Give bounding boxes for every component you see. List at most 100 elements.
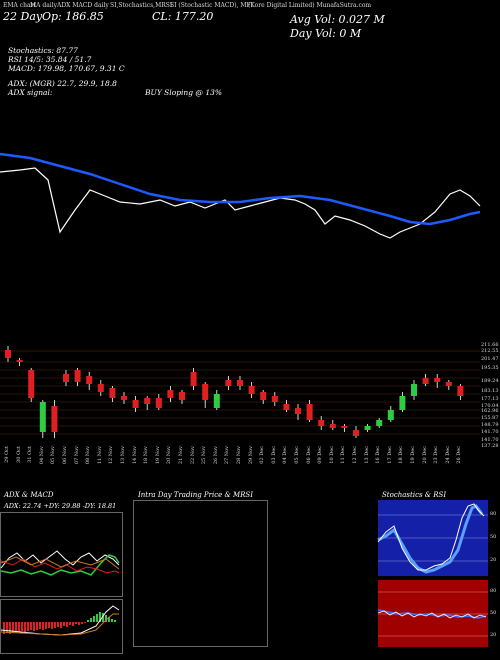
rsi-level-80: 80 (490, 588, 497, 594)
macd-value: MACD: 179.98, 170.67, 9.31 C (8, 64, 125, 73)
rsi-level-20: 20 (490, 632, 497, 638)
candle-body (225, 380, 232, 386)
date-label: 07 Nov (73, 446, 80, 465)
header-ema: EMA chart (3, 2, 36, 9)
macd-bar (42, 622, 44, 630)
adx-line (0, 550, 120, 569)
macd-bar (75, 622, 77, 624)
price-label: 137.28 (481, 443, 499, 449)
adx-panel-title: ADX & MACD (4, 491, 54, 499)
candle-body (237, 380, 243, 386)
macd-line (0, 605, 120, 636)
macd-bar (114, 620, 116, 622)
candle-body (457, 386, 464, 396)
candle-body (248, 386, 255, 394)
date-label: 22 Nov (189, 446, 196, 465)
date-label: 18 Nov (143, 446, 150, 465)
macd-bar (81, 622, 83, 624)
price-label: 141.70 (481, 437, 499, 443)
date-label: 19 Nov (154, 446, 161, 465)
macd-bar (87, 620, 89, 622)
macd-bar (48, 622, 50, 628)
price-label: 148.79 (481, 422, 499, 428)
macd-bar (6, 622, 8, 633)
candle-body (283, 404, 290, 410)
stoch-level-80: 80 (490, 511, 497, 517)
price-label: 212.55 (481, 348, 499, 354)
stochastics-value: Stochastics: 87.77 (8, 46, 78, 55)
date-label: 09 Dec (317, 446, 324, 464)
candle-body (97, 384, 104, 392)
macd-bar (84, 622, 86, 623)
macd-bar (3, 622, 5, 634)
adx-value: ADX: (MGR) 22.7, 29.9, 18.8 (8, 79, 117, 88)
date-label: 05 Nov (50, 446, 57, 465)
date-label: 13 Nov (120, 446, 126, 465)
macd-bar (30, 622, 32, 630)
candle-body (376, 420, 383, 426)
intraday-panel (133, 500, 268, 647)
date-label: 28 Nov (236, 446, 242, 465)
date-label: 26 Nov (212, 446, 219, 465)
date-label: 13 Dec (363, 446, 370, 464)
date-label: 11 Nov (96, 446, 103, 465)
macd-bar (102, 613, 104, 622)
macd-bar (27, 622, 29, 631)
macd-bar (33, 622, 35, 631)
candle-body (51, 406, 58, 432)
date-label: 19 Dec (410, 446, 416, 464)
date-label: 04 Dec (282, 446, 289, 464)
date-label: 22 Day (3, 10, 43, 23)
candle-body (202, 384, 209, 400)
macd-bar (63, 622, 65, 626)
price-label: 183.13 (481, 388, 499, 394)
price-label: 141.70 (481, 429, 499, 435)
macd-bar (36, 622, 38, 630)
candle-body (353, 430, 359, 436)
price-label: 211.66 (481, 342, 499, 348)
candle-body (411, 384, 417, 396)
candle-body (16, 360, 23, 362)
candle-body (399, 396, 406, 410)
date-axis: 29 Oct 30 Oct 31 Oct 04 Nov 05 Nov 06 Nov 07 N… (0, 446, 480, 486)
ema-line (0, 152, 481, 226)
macd-bar (60, 622, 62, 628)
candle-body (213, 394, 220, 408)
date-label: 24 Dec (444, 446, 451, 464)
candle-body (28, 370, 35, 398)
stoch-level-50: 50 (490, 534, 497, 540)
macd-bar (78, 622, 80, 625)
rsi-level-50: 50 (490, 610, 497, 616)
adx-orange-line (0, 556, 120, 570)
day-vol: Day Vol: 0 M (290, 27, 362, 40)
macd-bar (12, 622, 14, 632)
candle-body (271, 396, 278, 402)
date-label: 29 Nov (247, 446, 254, 465)
macd-bar (108, 617, 110, 622)
candle-body (167, 390, 174, 398)
header-sima: SI (Stochastic MACD), MFI (170, 2, 254, 9)
candlestick-chart (0, 346, 480, 438)
date-label: 30 Oct (15, 446, 22, 463)
date-label: 25 Nov (201, 446, 208, 465)
rsi-white-line (377, 610, 487, 619)
date-label: 11 Dec (340, 446, 347, 464)
macd-bar (39, 622, 41, 629)
candle-body (318, 420, 325, 426)
date-label: 17 Dec (386, 446, 393, 464)
price-axis: 211.66 212.55 201.47 195.35 189.24 183.13 177.… (481, 340, 500, 450)
macd-bar (51, 622, 53, 629)
macd-bar (15, 622, 17, 633)
candle-body (260, 392, 267, 400)
date-label: 31 Oct (27, 446, 34, 463)
candle-body (364, 426, 371, 430)
date-label: 16 Dec (375, 446, 382, 464)
candle-body (179, 392, 185, 400)
price-label: 189.24 (481, 378, 499, 384)
macd-bar (69, 622, 71, 625)
macd-signal-line (0, 613, 119, 636)
candle-body (74, 370, 81, 382)
macd-bar (90, 618, 92, 622)
candle-body (306, 404, 313, 420)
header-ma: MA daily (30, 2, 58, 9)
